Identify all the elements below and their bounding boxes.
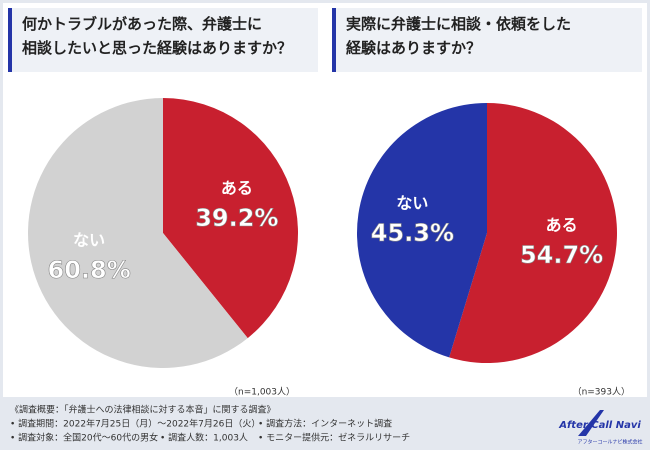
pie-slice [357, 103, 487, 358]
footer-item: • 調査対象：全国20代～60代の男女 [10, 432, 158, 444]
footer-item: • 調査方法：インターネット調査 [258, 418, 392, 430]
slice-label: ない [73, 231, 105, 250]
slice-label: ある [221, 178, 253, 197]
sample-note: （n=1,003人） [229, 387, 295, 398]
footer-item: • 調査期間：2022年7月25日（月）～2022年7月26日（火） [10, 418, 260, 430]
value-label: 45.3% [371, 219, 454, 247]
value-label: 60.8% [48, 256, 131, 284]
title-line: 実際に弁護士に相談・依頼をした [346, 15, 571, 33]
footer-item: • 調査人数：1,003人 [160, 432, 248, 444]
title-line: 経験はありますか？ [346, 39, 481, 57]
title-line: 何かトラブルがあった際、弁護士に [22, 15, 262, 33]
value-label: 54.7% [520, 241, 603, 269]
pie-slice [163, 98, 298, 339]
logo-company: アフターコールナビ株式会社 [577, 439, 642, 446]
sample-note: （n=393人） [573, 387, 630, 398]
title-accent [8, 8, 12, 72]
title-accent [332, 8, 336, 72]
title-line: 相談したいと思った経験はありますか？ [22, 39, 292, 57]
logo-name: After Call Navi [558, 420, 641, 431]
footer-heading: 《調査概要：「弁護士への法律相談に対する本音」に関する調査》 [10, 404, 276, 416]
logo-mark [578, 410, 604, 436]
value-label: 39.2% [195, 204, 278, 232]
pie-slice [27, 98, 248, 368]
chart-title: 何かトラブルがあった際、弁護士に相談したいと思った経験はありますか？ [22, 15, 292, 57]
title-box [332, 8, 642, 72]
footer-item: • モニター提供元：ゼネラルリサーチ [258, 432, 410, 444]
slice-label: ない [396, 193, 428, 212]
pie-slice [449, 103, 617, 363]
chart-title: 実際に弁護士に相談・依頼をした経験はありますか？ [346, 15, 571, 57]
title-box [8, 8, 318, 72]
slice-label: ある [546, 216, 578, 235]
